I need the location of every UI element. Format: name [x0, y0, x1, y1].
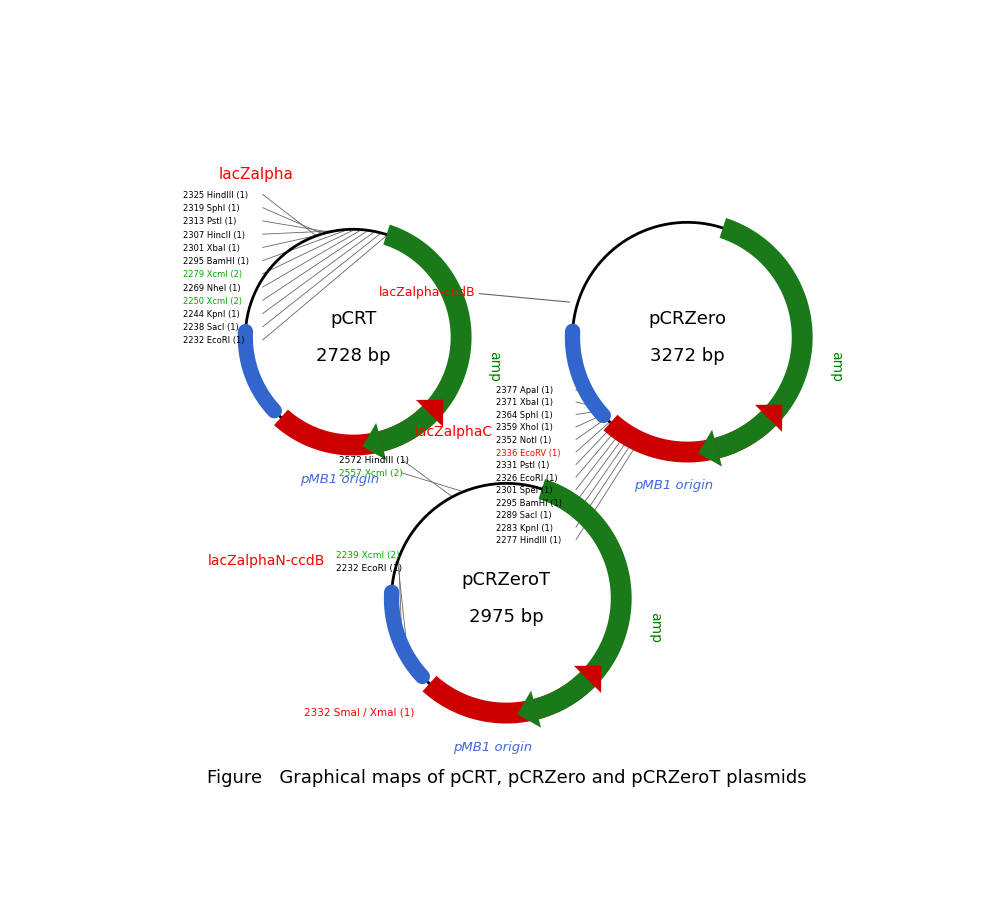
Text: pCRT: pCRT	[330, 310, 376, 327]
Polygon shape	[604, 412, 776, 463]
Text: 2572 HindIII (1): 2572 HindIII (1)	[339, 456, 409, 465]
Polygon shape	[378, 226, 471, 452]
Text: 2277 HindIII (1): 2277 HindIII (1)	[496, 535, 561, 545]
Text: 2289 SacI (1): 2289 SacI (1)	[496, 510, 551, 519]
Text: amp: amp	[648, 611, 662, 642]
Text: 2244 KpnI (1): 2244 KpnI (1)	[183, 310, 239, 319]
Text: lacZalpha-ccdB: lacZalpha-ccdB	[378, 286, 475, 299]
Text: 2975 bp: 2975 bp	[469, 607, 543, 625]
Text: 2313 PstI (1): 2313 PstI (1)	[183, 218, 236, 226]
Text: pCRZeroT: pCRZeroT	[461, 570, 551, 588]
Text: 2326 EcoRI (1): 2326 EcoRI (1)	[496, 473, 557, 482]
Polygon shape	[699, 430, 722, 467]
Polygon shape	[423, 673, 595, 723]
Text: 2250 XcmI (2): 2250 XcmI (2)	[183, 296, 242, 305]
Text: 2283 KpnI (1): 2283 KpnI (1)	[496, 523, 553, 532]
Text: 2319 SphI (1): 2319 SphI (1)	[183, 204, 239, 213]
Text: 2232 EcoRI (1): 2232 EcoRI (1)	[336, 563, 402, 573]
Text: Figure   Graphical maps of pCRT, pCRZero and pCRZeroT plasmids: Figure Graphical maps of pCRT, pCRZero a…	[206, 768, 806, 787]
Text: amp: amp	[487, 350, 502, 381]
Text: 2371 XbaI (1): 2371 XbaI (1)	[496, 398, 553, 407]
Text: lacZalphaN-ccdB: lacZalphaN-ccdB	[208, 554, 325, 567]
Text: 2301 XbaI (1): 2301 XbaI (1)	[183, 244, 239, 253]
Text: 2557 XcmI (2): 2557 XcmI (2)	[339, 469, 403, 478]
Text: amp: amp	[829, 350, 843, 381]
Polygon shape	[363, 424, 386, 461]
Text: 2307 HincII (1): 2307 HincII (1)	[183, 230, 245, 239]
Text: 2331 PstI (1): 2331 PstI (1)	[496, 461, 549, 470]
Text: 2295 BamHI (1): 2295 BamHI (1)	[496, 498, 562, 507]
Text: lacZalpha: lacZalpha	[218, 166, 293, 182]
Text: 2336 EcoRV (1): 2336 EcoRV (1)	[496, 448, 560, 457]
Text: pCRZero: pCRZero	[648, 310, 726, 327]
Polygon shape	[274, 406, 437, 456]
Text: 2332 SmaI / XmaI (1): 2332 SmaI / XmaI (1)	[304, 707, 415, 717]
Text: 2295 BamHI (1): 2295 BamHI (1)	[183, 256, 249, 265]
Text: 2279 XcmI (2): 2279 XcmI (2)	[183, 270, 242, 279]
Text: lacZalphaC: lacZalphaC	[415, 424, 493, 439]
Polygon shape	[416, 400, 444, 427]
Text: 2239 XcmI (2): 2239 XcmI (2)	[336, 550, 399, 559]
Text: pMB1 origin: pMB1 origin	[299, 472, 378, 485]
Text: pMB1 origin: pMB1 origin	[453, 740, 532, 753]
Text: 2238 SacI (1): 2238 SacI (1)	[183, 323, 238, 332]
Text: 2364 SphI (1): 2364 SphI (1)	[496, 411, 552, 420]
Polygon shape	[574, 666, 602, 694]
Text: 3272 bp: 3272 bp	[650, 346, 725, 364]
Polygon shape	[518, 691, 541, 728]
Text: 2269 NheI (1): 2269 NheI (1)	[183, 284, 240, 293]
Text: 2232 EcoRI (1): 2232 EcoRI (1)	[183, 336, 244, 345]
Text: 2359 XhoI (1): 2359 XhoI (1)	[496, 423, 552, 432]
Text: pMB1 origin: pMB1 origin	[634, 479, 713, 492]
Text: 2352 NotI (1): 2352 NotI (1)	[496, 435, 551, 444]
Text: 2325 HindIII (1): 2325 HindIII (1)	[183, 191, 248, 200]
Text: 2728 bp: 2728 bp	[316, 346, 390, 364]
Polygon shape	[714, 219, 812, 459]
Polygon shape	[755, 405, 782, 433]
Polygon shape	[534, 479, 631, 720]
Text: 2301 SpeI (1): 2301 SpeI (1)	[496, 486, 552, 495]
Text: 2377 ApaI (1): 2377 ApaI (1)	[496, 386, 553, 395]
